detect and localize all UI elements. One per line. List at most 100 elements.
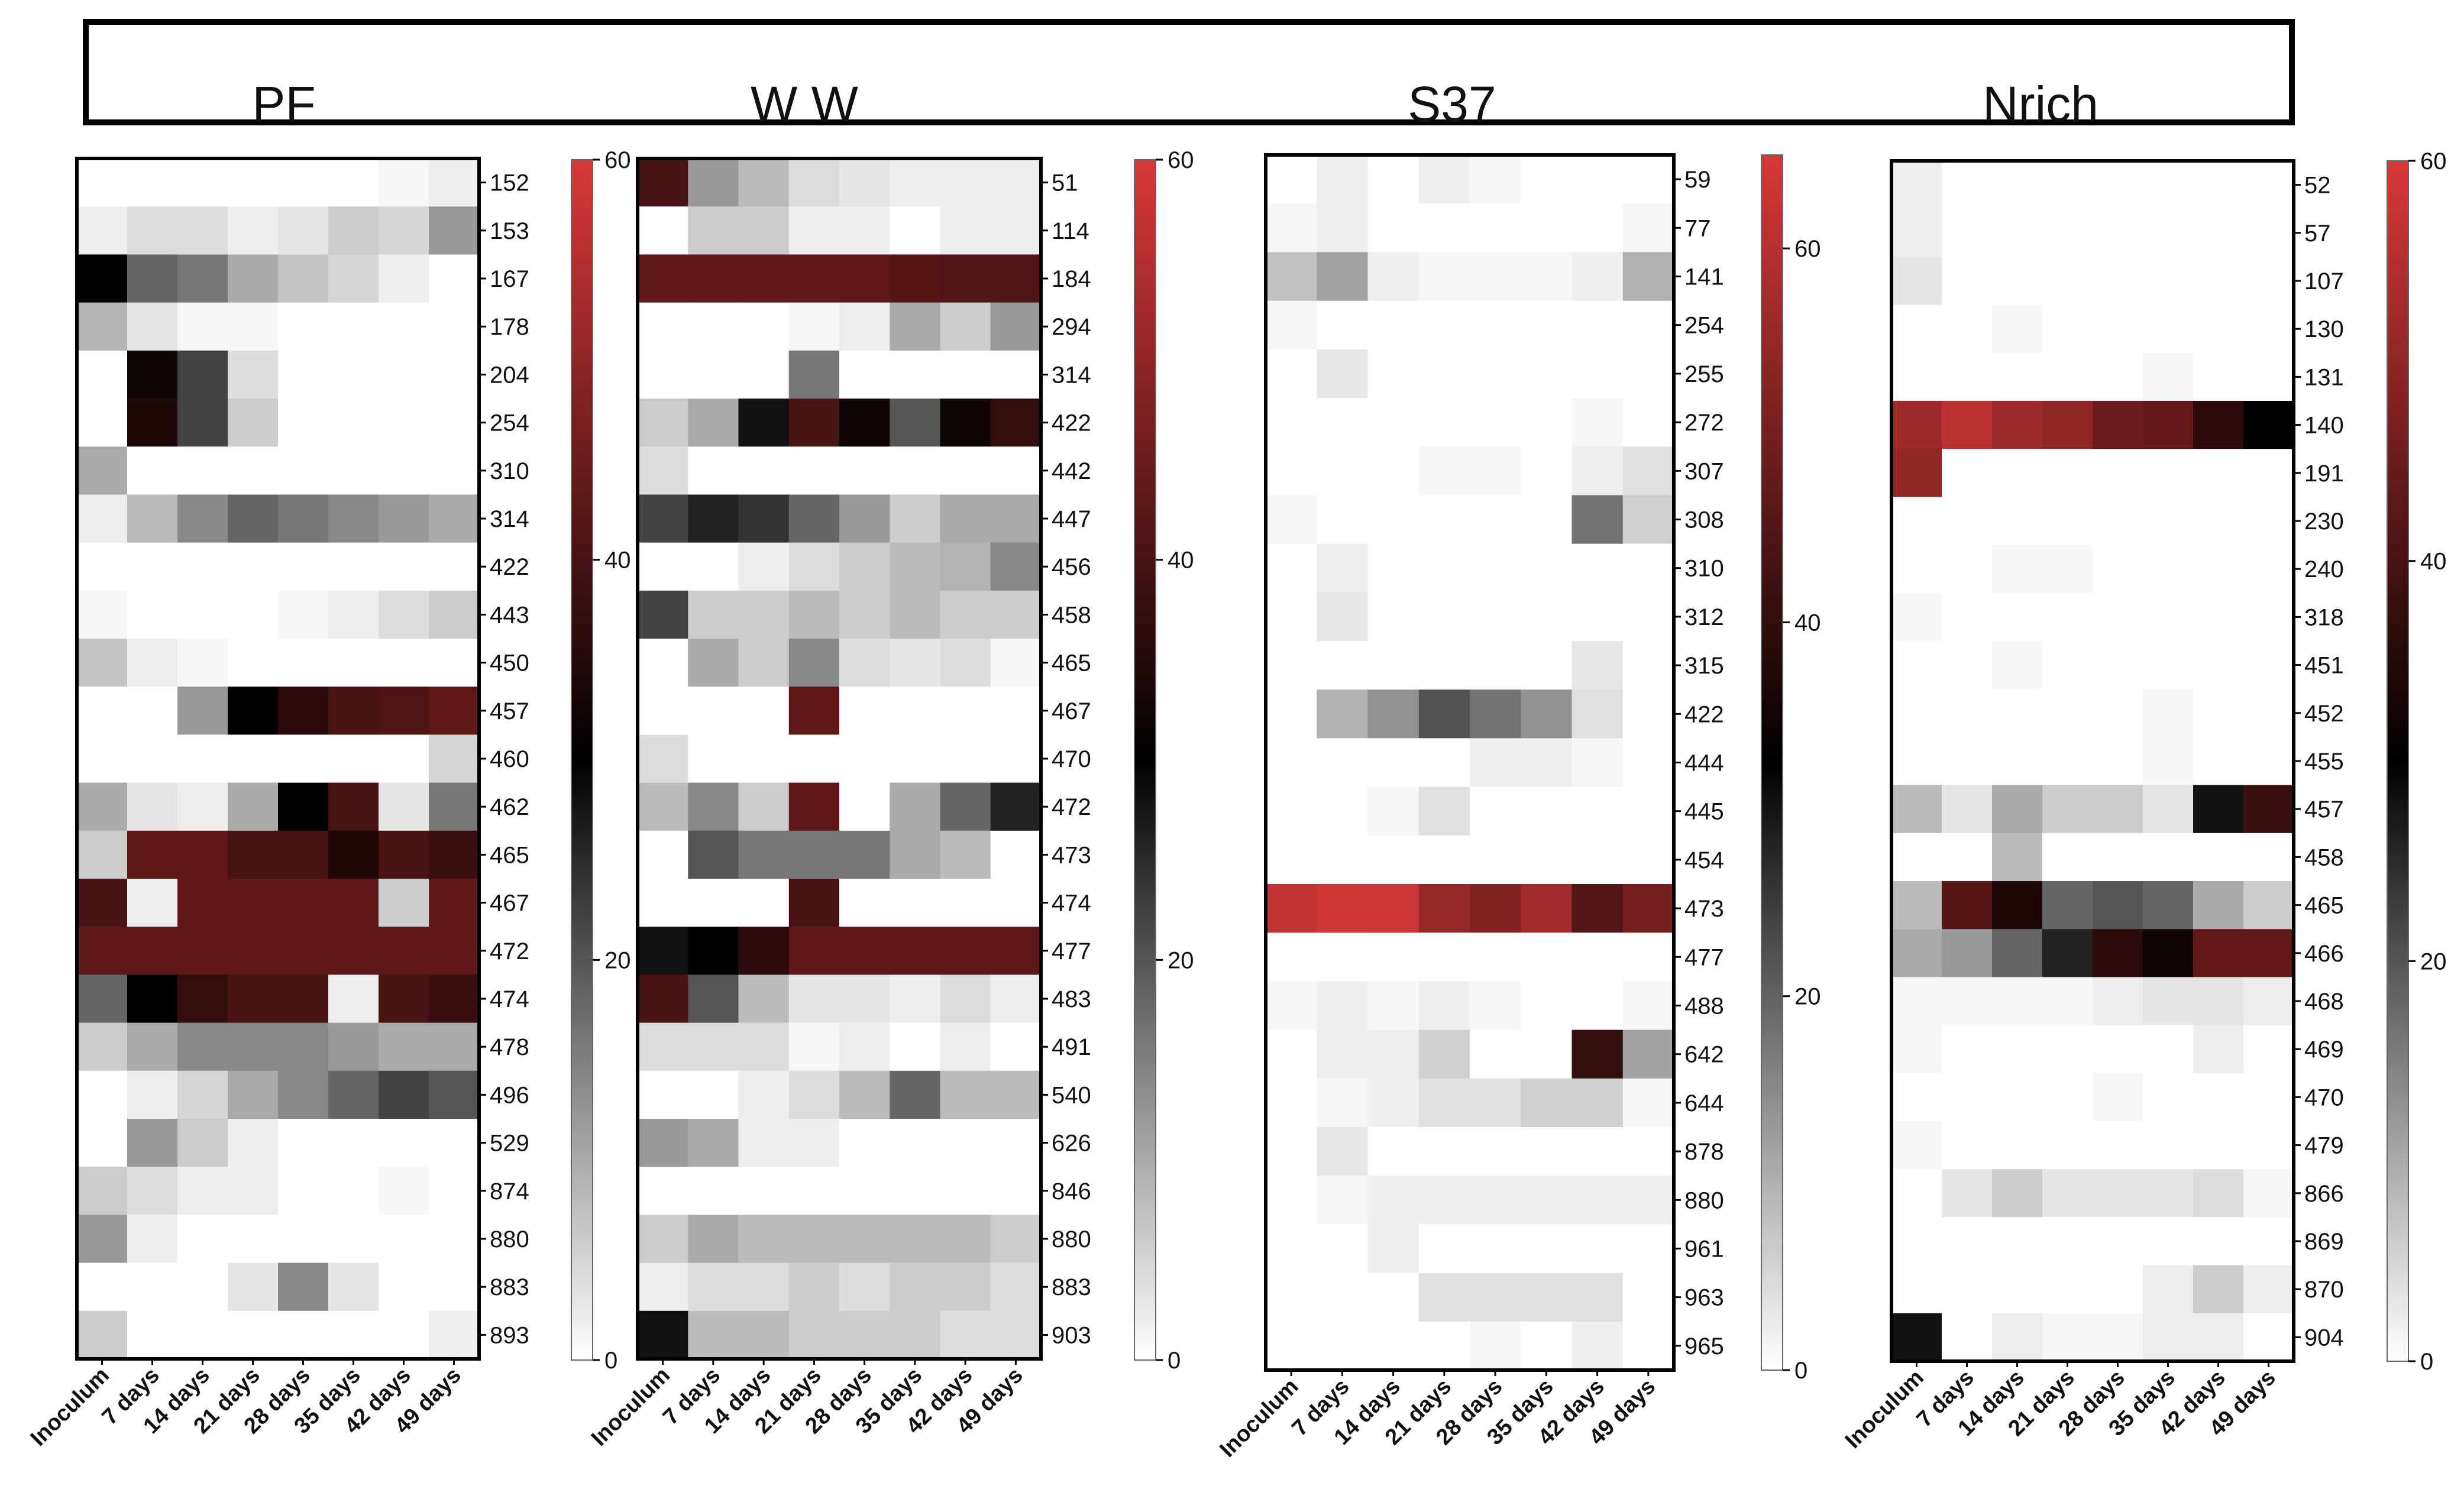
row-label-pf-153: 153	[490, 218, 529, 244]
heatmap-cell-s37-642-4	[1470, 1029, 1521, 1079]
heatmap-cell-nrich-466-6	[2193, 929, 2244, 977]
heatmap-cell-nrich-455-7	[2243, 737, 2294, 786]
heatmap-cell-pf-450-2	[177, 639, 228, 687]
heatmap-cell-s37-77-0	[1266, 203, 1317, 252]
heatmap-cell-s37-422-5	[1521, 689, 1573, 739]
heatmap-cell-s37-59-6	[1571, 155, 1624, 204]
heatmap-cell-s37-312-2	[1367, 592, 1419, 642]
heatmap-cell-ww-846-7	[990, 1167, 1042, 1215]
heatmap-cell-s37-488-4	[1470, 981, 1521, 1031]
heatmap-cell-s37-59-3	[1418, 155, 1470, 204]
heatmap-cell-nrich-465-1	[1942, 881, 1993, 930]
heatmap-cell-ww-422-4	[839, 399, 890, 447]
heatmap-cell-ww-483-4	[839, 975, 890, 1024]
heatmap-cell-ww-474-3	[788, 879, 840, 927]
heatmap-cell-nrich-468-7	[2243, 977, 2294, 1026]
heatmap-cell-pf-314-1	[127, 494, 178, 543]
heatmap-cell-ww-456-4	[839, 542, 890, 591]
heatmap-cell-s37-454-6	[1571, 835, 1624, 885]
heatmap-cell-nrich-131-3	[2042, 352, 2093, 402]
row-label-nrich-869: 869	[2304, 1229, 2344, 1255]
heatmap-cell-ww-314-5	[890, 350, 941, 399]
heatmap-cell-ww-294-5	[890, 302, 941, 351]
heatmap-cell-nrich-130-0	[1891, 305, 1942, 354]
heatmap-cell-nrich-57-7	[2243, 209, 2294, 257]
heatmap-cell-nrich-904-7	[2243, 1313, 2294, 1362]
heatmap-cell-nrich-130-4	[2093, 305, 2143, 354]
heatmap-cell-pf-443-0	[77, 590, 128, 639]
row-label-pf-874: 874	[490, 1179, 529, 1205]
heatmap-cell-nrich-479-1	[1942, 1121, 1993, 1170]
row-label-ww-883: 883	[1052, 1274, 1091, 1300]
heatmap-cell-ww-314-1	[688, 350, 739, 399]
heatmap-cell-s37-445-0	[1266, 786, 1317, 836]
heatmap-cell-s37-965-3	[1418, 1321, 1470, 1371]
row-label-s37-77: 77	[1684, 215, 1711, 241]
heatmap-cell-pf-465-1	[127, 830, 178, 879]
row-label-s37-444: 444	[1684, 750, 1724, 776]
row-label-s37-454: 454	[1684, 847, 1724, 873]
heatmap-cell-nrich-458-4	[2093, 833, 2143, 882]
heatmap-cell-nrich-140-0	[1891, 401, 1942, 449]
heatmap-cell-s37-422-1	[1317, 689, 1369, 739]
heatmap-cell-nrich-140-2	[1992, 401, 2043, 449]
row-label-pf-883: 883	[490, 1274, 529, 1300]
heatmap-cell-ww-442-0	[638, 446, 688, 495]
row-label-s37-880: 880	[1684, 1187, 1724, 1213]
heatmap-cell-nrich-130-3	[2042, 305, 2093, 354]
heatmap-cell-nrich-457-3	[2042, 785, 2093, 834]
heatmap-cell-ww-477-1	[688, 927, 739, 975]
heatmap-cell-s37-444-6	[1571, 738, 1624, 788]
heatmap-cell-pf-254-4	[278, 399, 329, 447]
heatmap-cell-nrich-457-4	[2093, 785, 2143, 834]
row-label-pf-465: 465	[490, 842, 529, 868]
heatmap-cell-s37-445-2	[1367, 786, 1419, 836]
heatmap-cell-nrich-904-1	[1942, 1313, 1993, 1362]
heatmap-cell-nrich-866-4	[2093, 1169, 2143, 1218]
row-label-ww-294: 294	[1052, 314, 1091, 340]
heatmap-cell-ww-465-5	[890, 639, 941, 687]
col-label-pf-0: Inoculum	[26, 1363, 114, 1451]
heatmap-cell-ww-626-3	[788, 1119, 840, 1167]
heatmap-cell-pf-529-0	[77, 1119, 128, 1167]
heatmap-cell-pf-883-2	[177, 1262, 228, 1312]
heatmap-cell-nrich-469-4	[2093, 1025, 2143, 1074]
heatmap-cell-ww-458-5	[890, 590, 941, 639]
heatmap-cell-nrich-468-6	[2193, 977, 2244, 1026]
heatmap-cell-ww-114-6	[940, 206, 991, 255]
heatmap-cell-nrich-131-0	[1891, 352, 1942, 402]
heatmap-cell-nrich-457-0	[1891, 785, 1942, 834]
heatmap-cell-nrich-318-7	[2243, 593, 2294, 642]
panel-title-s37: S37	[1408, 76, 1496, 132]
heatmap-cell-pf-167-0	[77, 254, 128, 303]
heatmap-cell-pf-167-7	[429, 254, 480, 303]
heatmap-cell-pf-478-4	[278, 1022, 329, 1071]
heatmap-cell-ww-314-4	[839, 350, 890, 399]
heatmap-cell-pf-529-4	[278, 1119, 329, 1167]
heatmap-cell-pf-457-4	[278, 687, 329, 735]
heatmap-cell-ww-472-6	[940, 782, 991, 831]
heatmap-cell-pf-443-4	[278, 590, 329, 639]
heatmap-cell-s37-961-3	[1418, 1224, 1470, 1274]
row-label-s37-141: 141	[1684, 264, 1724, 290]
heatmap-cell-ww-422-0	[638, 399, 688, 447]
heatmap-cell-s37-308-4	[1470, 495, 1521, 545]
heatmap-cell-pf-472-3	[228, 927, 279, 975]
heatmap-cell-nrich-869-6	[2193, 1217, 2244, 1266]
heatmap-cell-pf-443-1	[127, 590, 178, 639]
heatmap-cell-nrich-130-5	[2143, 305, 2194, 354]
heatmap-cell-s37-642-6	[1571, 1029, 1624, 1079]
heatmap-cell-pf-880-1	[127, 1215, 178, 1264]
heatmap-cell-ww-846-0	[638, 1167, 688, 1215]
heatmap-cell-s37-454-7	[1622, 835, 1674, 885]
heatmap-cell-pf-478-7	[429, 1022, 480, 1071]
heatmap-cell-s37-454-0	[1266, 835, 1317, 885]
heatmap-cell-s37-880-2	[1367, 1176, 1419, 1225]
heatmap-cell-s37-878-5	[1521, 1127, 1573, 1176]
heatmap-cell-pf-460-3	[228, 734, 279, 784]
heatmap-cell-ww-465-2	[738, 639, 790, 687]
heatmap-cell-pf-883-4	[278, 1262, 329, 1312]
heatmap-cell-nrich-866-0	[1891, 1169, 1942, 1218]
heatmap-cell-pf-153-5	[328, 206, 379, 255]
heatmap-cell-pf-422-7	[429, 542, 480, 591]
